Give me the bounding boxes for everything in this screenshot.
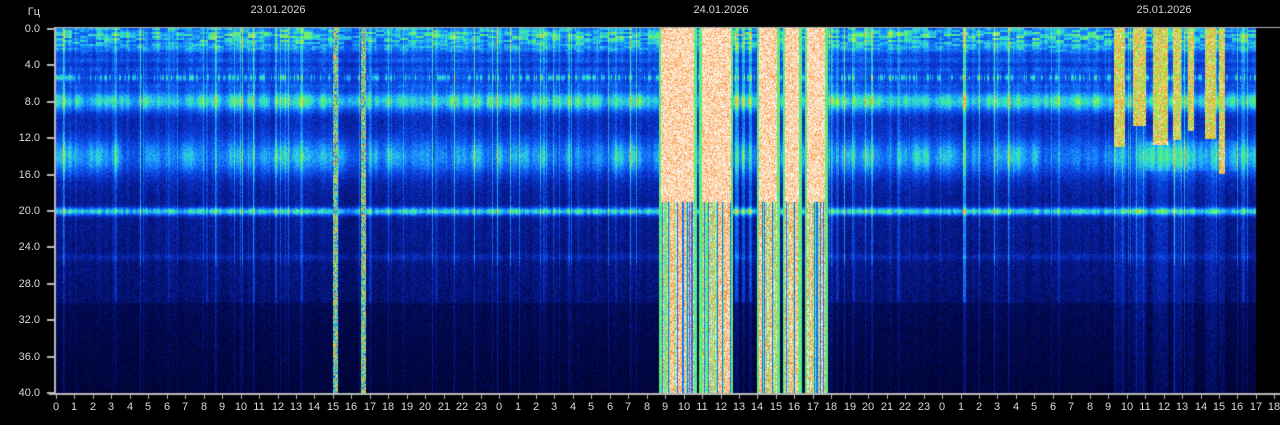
x-axis-hour-label: 6	[606, 401, 614, 413]
x-axis-hour-label: 13	[289, 401, 303, 413]
y-axis-tick-label: 20.0	[18, 205, 40, 217]
x-axis-hour-label: 2	[975, 401, 983, 413]
y-axis-tick-label: 40.0	[18, 387, 40, 399]
x-axis-hour-label: 4	[126, 401, 134, 413]
x-axis-hour-label: 0	[495, 401, 503, 413]
x-axis-hour-label: 18	[824, 401, 838, 413]
x-axis-hour-label: 13	[1175, 401, 1189, 413]
x-axis-hour-label: 0	[52, 401, 60, 413]
x-axis-hour-label: 13	[732, 401, 746, 413]
x-axis-hour-label: 17	[806, 401, 820, 413]
y-axis-tick-label: 4.0	[24, 59, 40, 71]
date-label: 23.01.2026	[250, 4, 306, 16]
date-label: 25.01.2026	[1136, 4, 1192, 16]
x-axis-hour-label: 1	[957, 401, 965, 413]
x-axis-hour-label: 3	[993, 401, 1001, 413]
y-axis-tick-label: 16.0	[18, 169, 40, 181]
date-label: 24.01.2026	[693, 4, 749, 16]
x-axis-hour-label: 6	[1049, 401, 1057, 413]
y-axis-tick-label: 8.0	[24, 96, 40, 108]
y-axis-tick-label: 36.0	[18, 351, 40, 363]
x-axis-hour-label: 4	[1012, 401, 1020, 413]
y-axis-tick-label: 28.0	[18, 278, 40, 290]
y-axis-unit-label: Гц	[27, 6, 40, 18]
x-axis-hour-label: 11	[253, 401, 265, 413]
x-axis-hour-label: 10	[1120, 401, 1134, 413]
x-axis-hour-label: 3	[107, 401, 115, 413]
x-axis-hour-label: 21	[880, 401, 894, 413]
x-axis-hour-label: 20	[861, 401, 875, 413]
x-axis-hour-label: 17	[1249, 401, 1263, 413]
x-axis-hour-label: 4	[569, 401, 577, 413]
x-axis-hour-label: 14	[307, 401, 321, 413]
x-axis-hour-label: 14	[750, 401, 764, 413]
x-axis-hour-label: 15	[326, 401, 340, 413]
x-axis-hour-label: 10	[234, 401, 248, 413]
x-axis-hour-label: 20	[418, 401, 432, 413]
x-axis-hour-label: 8	[200, 401, 208, 413]
x-axis-hour-label: 11	[696, 401, 708, 413]
x-axis-hour-label: 16	[787, 401, 801, 413]
x-axis-hour-label: 9	[218, 401, 226, 413]
x-axis-hour-label: 9	[1104, 401, 1112, 413]
x-axis-hour-label: 21	[437, 401, 451, 413]
x-axis-hour-label: 14	[1194, 401, 1208, 413]
x-axis-hour-label: 5	[587, 401, 595, 413]
x-axis-hour-label: 2	[532, 401, 540, 413]
x-axis-hour-label: 2	[89, 401, 97, 413]
x-axis-hour-label: 5	[144, 401, 152, 413]
x-axis-hour-label: 19	[843, 401, 857, 413]
x-axis-hour-label: 7	[624, 401, 632, 413]
x-axis-hour-label: 16	[1230, 401, 1244, 413]
x-axis-hour-label: 12	[714, 401, 728, 413]
x-axis-hour-label: 23	[474, 401, 488, 413]
x-axis-hour-label: 19	[400, 401, 414, 413]
x-axis-hour-label: 6	[163, 401, 171, 413]
x-axis-hour-label: 12	[271, 401, 285, 413]
x-axis-hour-label: 17	[363, 401, 377, 413]
x-axis-hour-label: 3	[550, 401, 558, 413]
x-axis-hour-label: 7	[1067, 401, 1075, 413]
x-axis-hour-label: 23	[917, 401, 931, 413]
y-axis-tick-label: 0.0	[24, 23, 40, 35]
y-axis-tick-label: 12.0	[18, 132, 40, 144]
x-axis-hour-label: 1	[514, 401, 522, 413]
y-axis-tick-label: 24.0	[18, 241, 40, 253]
x-axis-hour-label: 15	[769, 401, 783, 413]
x-axis-hour-label: 16	[344, 401, 358, 413]
x-axis-hour-label: 5	[1030, 401, 1038, 413]
x-axis-hour-label: 11	[1139, 401, 1151, 413]
y-axis-tick-label: 32.0	[18, 314, 40, 326]
x-axis-hour-label: 0	[938, 401, 946, 413]
x-axis-hour-label: 1	[70, 401, 78, 413]
x-axis-hour-label: 7	[181, 401, 189, 413]
x-axis-hour-label: 22	[898, 401, 912, 413]
x-axis-hour-label: 10	[677, 401, 691, 413]
x-axis-hour-label: 18	[1267, 401, 1280, 413]
x-axis-hour-label: 15	[1212, 401, 1226, 413]
x-axis-hour-label: 8	[643, 401, 651, 413]
x-axis-hour-label: 12	[1157, 401, 1171, 413]
x-axis-hour-label: 18	[381, 401, 395, 413]
x-axis-hour-label: 22	[455, 401, 469, 413]
x-axis-hour-label: 8	[1086, 401, 1094, 413]
x-axis-hour-label: 9	[661, 401, 669, 413]
